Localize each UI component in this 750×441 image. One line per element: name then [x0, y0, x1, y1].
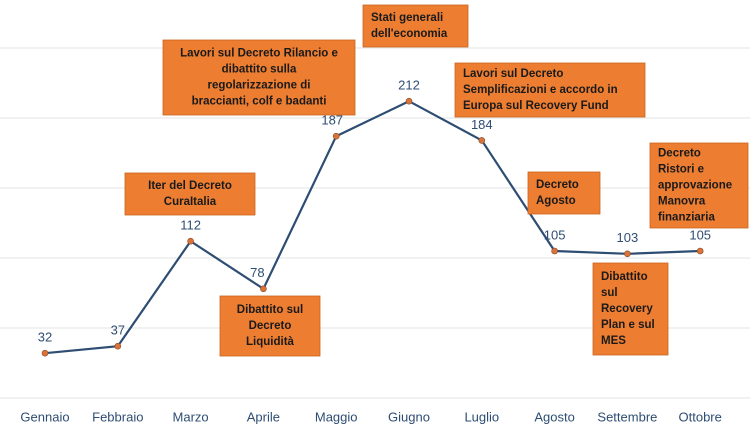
- marker: [624, 250, 631, 258]
- line: [44, 99, 701, 355]
- annotation-text: Ristori e: [658, 164, 704, 176]
- annotation-text: MES: [601, 335, 626, 347]
- annotation-text: Decreto: [536, 179, 579, 191]
- value-label: 32: [38, 330, 52, 345]
- value-label: 184: [471, 117, 493, 132]
- annotation-text: CuraItalia: [164, 196, 217, 208]
- marker: [551, 247, 558, 255]
- x-tick-label: Agosto: [534, 409, 574, 424]
- annotation-text: approvazione: [658, 180, 732, 192]
- annotation-text: Manovra: [658, 196, 706, 208]
- x-tick-label: Giugno: [388, 409, 430, 424]
- marker: [41, 349, 49, 357]
- marker: [696, 247, 704, 255]
- value-label: 105: [689, 227, 711, 242]
- annotation-box: [527, 171, 601, 215]
- annotation-box: [219, 295, 321, 357]
- x-tick-label: Marzo: [173, 409, 209, 424]
- annotation-text: dell'economia: [371, 28, 448, 40]
- annotation-text: Decreto: [249, 320, 292, 332]
- annotation-box: [124, 172, 256, 216]
- x-tick-label: Maggio: [315, 409, 358, 424]
- annotation-text: Lavori sul Decreto: [463, 68, 563, 80]
- annotation-text: sul: [601, 287, 618, 299]
- value-label: 37: [111, 323, 125, 338]
- annotation-text: braccianti, colf e badanti: [192, 96, 327, 108]
- annotation-text: Semplificazioni e accordo in: [463, 84, 618, 96]
- annotation-box: [649, 142, 749, 229]
- annotation-text: Plan e sul: [601, 319, 655, 331]
- annotation-text: Lavori sul Decreto Rilancio e: [180, 48, 338, 60]
- annotation-text: Europa sul Recovery Fund: [463, 100, 609, 112]
- annotation-text: Iter del Decreto: [148, 180, 232, 192]
- annotation-text: regolarizzazione di: [208, 80, 311, 92]
- value-label: 112: [180, 218, 201, 233]
- annotation-box: [362, 4, 469, 48]
- value-label: 212: [398, 78, 420, 93]
- value-label: 78: [250, 265, 264, 280]
- annotation-text: Decreto: [658, 148, 701, 160]
- annotation-box: [454, 62, 646, 118]
- x-tick-label: Aprile: [247, 409, 280, 424]
- annotation-text: Dibattito: [601, 271, 648, 283]
- annotation-box: [162, 39, 356, 116]
- annotation-text: Dibattito sul: [237, 304, 303, 316]
- marker: [187, 237, 194, 245]
- marker: [260, 285, 267, 293]
- annotation-text: Liquidità: [246, 336, 295, 348]
- marker: [114, 342, 122, 350]
- annotation-text: dibattito sulla: [222, 64, 297, 76]
- x-tick-label: Luglio: [464, 409, 499, 424]
- marker: [332, 132, 340, 140]
- value-label: 105: [544, 227, 566, 242]
- value-label: 103: [617, 230, 639, 245]
- annotation-text: Recovery: [601, 303, 653, 315]
- value-label: 187: [321, 113, 343, 128]
- x-tick-label: Gennaio: [20, 409, 69, 424]
- annotation-text: Stati generali: [371, 12, 443, 24]
- x-tick-label: Febbraio: [92, 409, 143, 424]
- x-tick-label: Ottobre: [679, 409, 722, 424]
- x-tick-label: Settembre: [597, 409, 657, 424]
- annotation-text: finanziaria: [658, 212, 715, 224]
- annotation-text: Agosto: [536, 195, 576, 207]
- marker: [405, 97, 413, 105]
- marker: [478, 137, 486, 144]
- annotation-box: [592, 262, 669, 356]
